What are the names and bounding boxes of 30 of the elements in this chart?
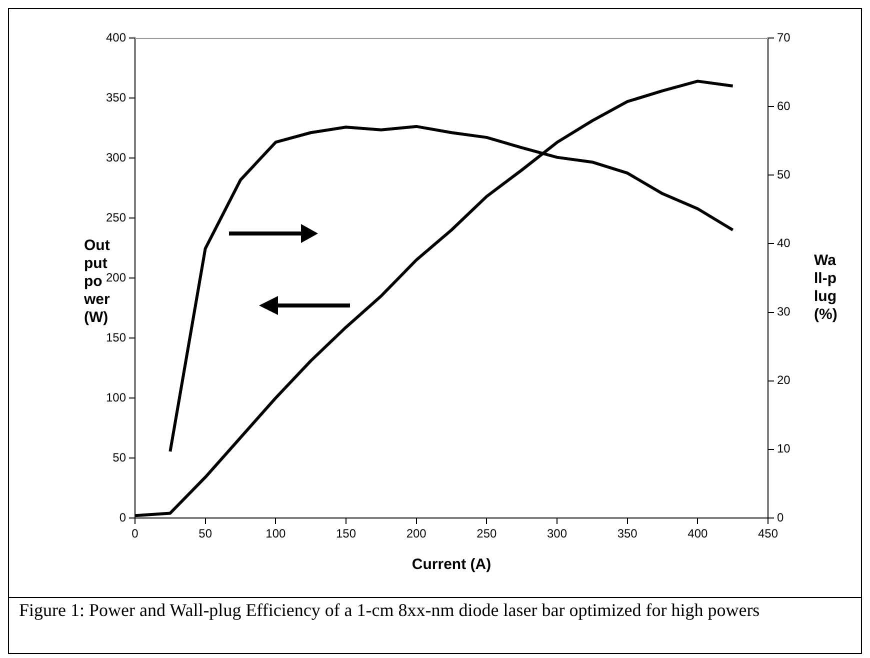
y-tick-label: 350	[106, 90, 126, 104]
x-tick-label: 0	[132, 526, 139, 541]
y-tick-label: 400	[106, 30, 126, 44]
x-tick-label: 150	[336, 526, 356, 541]
y2-tick-label: 0	[777, 510, 784, 524]
y2-axis-title: Wall-plug (%)	[814, 252, 838, 324]
y-tick-label: 250	[106, 210, 126, 224]
y-tick-label: 150	[106, 330, 126, 344]
x-tick-label: 250	[476, 526, 497, 541]
x-tick-label: 450	[758, 526, 778, 541]
y2-tick-label: 30	[777, 304, 791, 319]
y2-tick-label: 40	[777, 236, 791, 250]
y2-tick-label: 60	[777, 98, 791, 113]
x-tick-label: 100	[266, 526, 286, 541]
y-tick-label: 50	[112, 450, 126, 464]
x-tick-label: 350	[617, 526, 638, 541]
y2-tick-label: 10	[777, 442, 791, 456]
y-tick-label: 100	[106, 390, 126, 404]
caption: Figure 1: Power and Wall-plug Efficiency of a 1-cm 8xx-nm diode laser bar optimized for high powers	[8, 597, 862, 654]
x-tick-label: 300	[546, 526, 568, 541]
y2-tick-label: 20	[777, 373, 791, 388]
x-axis-title: Current (A)	[412, 556, 492, 574]
y-tick-label: 200	[106, 270, 126, 284]
y2-tick-label: 50	[777, 167, 791, 182]
x-tick-label: 50	[198, 526, 212, 541]
y-tick-label: 300	[106, 150, 126, 164]
y-tick-label: 0	[119, 510, 126, 524]
x-tick-label: 400	[688, 526, 708, 541]
x-tick-label: 200	[406, 526, 427, 541]
y2-tick-label: 70	[777, 30, 791, 44]
